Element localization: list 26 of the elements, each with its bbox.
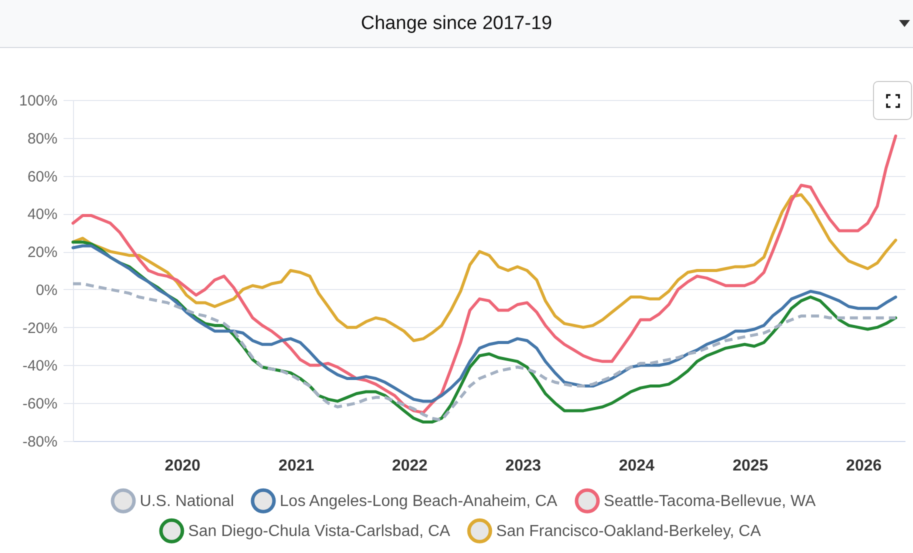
legend-label: Los Angeles-Long Beach-Anaheim, CA	[280, 492, 558, 510]
x-tick-label: 2023	[505, 458, 542, 474]
legend-label: San Diego-Chula Vista-Carlsbad, CA	[188, 522, 451, 540]
line-series	[72, 193, 898, 342]
line-series	[72, 134, 898, 414]
y-tick-label: 80%	[27, 130, 58, 148]
y-tick-label: 40%	[27, 206, 58, 224]
x-tick-label: 2026	[846, 458, 882, 474]
legend-label: San Francisco-Oakland-Berkeley, CA	[496, 522, 762, 540]
y-tick-label: -60%	[22, 396, 58, 413]
x-tick-label: 2024	[618, 458, 655, 474]
x-tick-label: 2025	[732, 458, 768, 474]
legend-label: Seattle-Tacoma-Bellevue, WA	[604, 492, 816, 510]
legend-label: U.S. National	[140, 492, 234, 510]
x-tick-label: 2021	[278, 458, 314, 474]
chart-title: Change since 2017-19	[360, 12, 552, 34]
y-tick-label: -20%	[22, 320, 58, 337]
y-tick-label: 100%	[19, 92, 58, 110]
y-tick-label: -40%	[22, 358, 58, 375]
y-tick-label: 20%	[27, 244, 58, 262]
y-tick-label: 0%	[36, 282, 58, 299]
y-tick-label: 60%	[27, 168, 58, 186]
y-tick-label: -80%	[22, 434, 58, 450]
x-tick-label: 2020	[164, 458, 200, 474]
line-series	[72, 282, 898, 422]
x-tick-label: 2022	[392, 458, 428, 474]
